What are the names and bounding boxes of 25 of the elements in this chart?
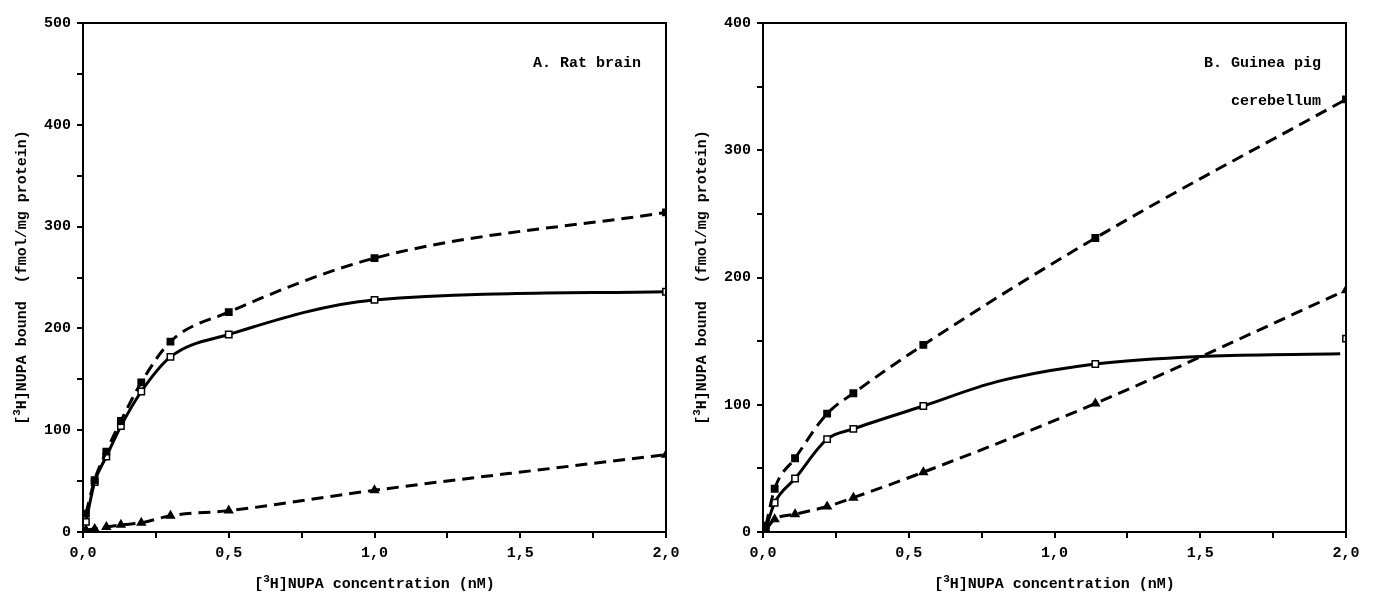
y-tick-label: 400 <box>723 14 751 32</box>
y-tick-label: 200 <box>43 320 71 338</box>
y-tick-label: 0 <box>61 523 71 541</box>
text: B. Guinea pig cerebellum <box>1203 54 1321 110</box>
y-tick-label: 300 <box>723 142 751 160</box>
x-tick-label: 0,5 <box>215 544 243 562</box>
y-tick-label: 500 <box>43 14 71 32</box>
y-tick-label: 400 <box>43 116 71 134</box>
x-tick-label: 2,0 <box>652 544 680 562</box>
x-tick-label: 1,0 <box>360 544 389 562</box>
x-tick-label: 0,5 <box>895 544 923 562</box>
y-tick-label: 100 <box>723 396 751 414</box>
x-tick-label: 1,5 <box>1186 544 1214 562</box>
y-axis-title: [3H]NUPA bound (fmol/mg protein) <box>690 130 711 425</box>
x-tick-label: 0,0 <box>749 544 777 562</box>
annotation: A. Rat brain <box>532 54 641 72</box>
y-tick-label: 100 <box>43 421 71 439</box>
x-tick-label: 2,0 <box>1332 544 1360 562</box>
y-tick-label: 0 <box>741 523 751 541</box>
y-axis-title: [3H]NUPA bound (fmol/mg protein) <box>10 130 31 425</box>
x-tick-label: 0,0 <box>69 544 97 562</box>
y-tick-label: 300 <box>43 218 71 236</box>
x-tick-label: 1,0 <box>1040 544 1069 562</box>
x-tick-label: 1,5 <box>506 544 534 562</box>
y-tick-label: 200 <box>723 269 751 287</box>
